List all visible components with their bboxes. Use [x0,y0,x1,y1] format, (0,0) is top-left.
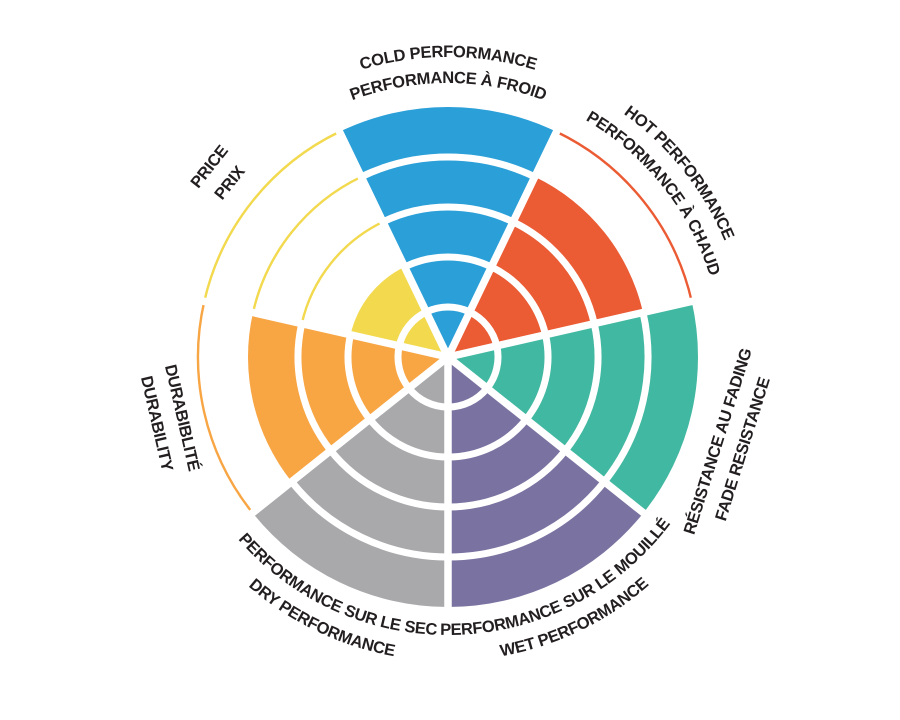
sector-fade-resistance [448,301,698,513]
sector-separator [333,123,452,359]
sector-separator [447,296,700,361]
fade-resistance-wedge [448,301,698,513]
sector-durability [196,301,448,514]
sector-dry-performance [252,357,449,607]
hot-performance-ring-divider [489,263,549,336]
cold-performance-label-line2: PERFORMANCE À FROID [348,69,550,104]
cold-performance-ring-divider [359,153,537,180]
sector-separator [196,296,449,361]
cold-performance-ring-divider [424,303,472,316]
cold-performance-ring-divider [403,253,493,271]
dry-performance-ring-divider [288,479,449,561]
wet-performance-ring-divider [447,417,529,461]
price-level-arc [300,220,384,324]
price-wedge [350,266,448,357]
sector-price [203,130,448,357]
hot-performance-ring-divider [511,218,598,325]
dry-performance-ring-divider [327,448,449,511]
price-level-arc [251,175,362,313]
durability-ring-divider [294,322,334,453]
wet-performance-ring-divider [447,479,608,561]
durability-level-arc [196,301,254,514]
durability-ring-divider [344,333,373,422]
hot-performance-label-line1: HOT PERFORMANCE [621,102,737,242]
fade-resistance-ring-divider [562,322,602,453]
sector-separator [444,123,563,359]
fade-resistance-ring-divider [601,311,652,484]
fade-resistance-ring-divider [523,333,552,422]
wet-performance-wedge [448,357,644,607]
cold-performance-ring-divider [381,203,515,226]
sectors-layer [196,107,698,607]
sector-cold-performance [339,107,557,357]
dry-performance-wedge [252,357,448,607]
cold-performance-wedge [339,107,557,357]
wet-performance-ring-divider [447,448,569,511]
dry-performance-ring-divider [367,417,449,461]
price-level-arc [203,130,341,302]
sector-separator [445,354,652,521]
sector-hot-performance [448,130,693,357]
separators-layer [196,123,700,614]
sector-wet-performance [447,357,644,607]
sector-separator [244,354,451,521]
hot-performance-level-arc [555,130,693,302]
